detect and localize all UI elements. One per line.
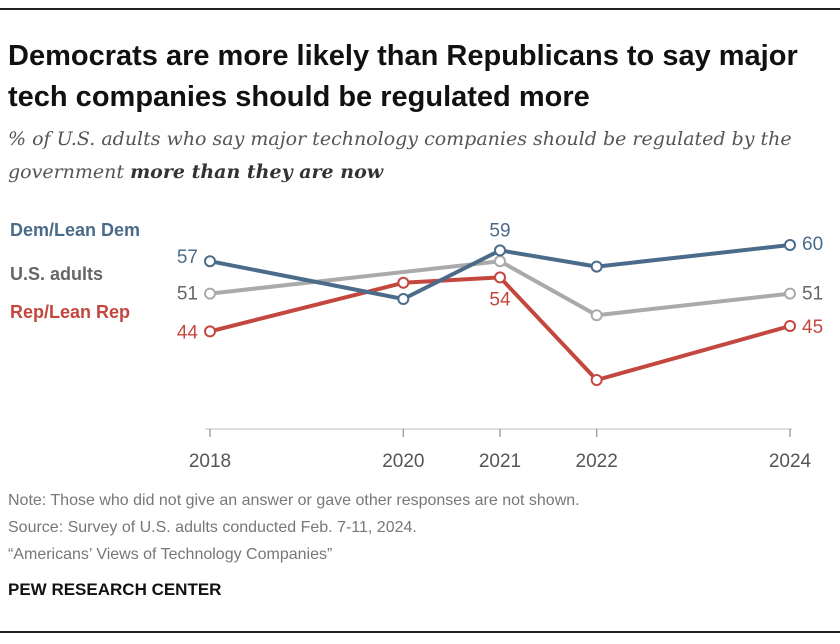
data-label: 59 xyxy=(489,220,510,241)
data-point xyxy=(590,309,603,322)
bottom-rule xyxy=(0,631,840,633)
line-chart: 2018 2020 2021 2022 2024 57 59 60 51 51 44 54 45 Dem/… xyxy=(10,220,823,472)
note-text: Note: Those who did not give an answer o… xyxy=(8,492,580,509)
data-point xyxy=(590,260,603,273)
x-tick-label: 2022 xyxy=(576,451,618,472)
top-rule xyxy=(0,8,840,10)
data-point xyxy=(204,255,216,268)
data-point xyxy=(397,293,410,305)
data-label: 44 xyxy=(177,322,199,343)
data-point xyxy=(494,255,506,268)
data-point xyxy=(204,287,216,300)
x-tick-label: 2018 xyxy=(189,451,231,472)
series-line xyxy=(209,259,791,318)
data-point xyxy=(784,287,796,300)
data-label: 45 xyxy=(802,317,823,338)
x-tick-label: 2021 xyxy=(479,451,521,472)
data-point xyxy=(784,239,796,251)
subtitle-emphasis: more than they are now xyxy=(130,161,384,183)
data-label: 51 xyxy=(802,284,823,305)
source-text: Source: Survey of U.S. adults conducted … xyxy=(8,519,417,536)
legend-label: U.S. adults xyxy=(10,264,103,284)
data-point xyxy=(494,271,506,284)
chart-notes: Note: Those who did not give an answer o… xyxy=(8,487,580,568)
footer-brand: PEW RESEARCH CENTER xyxy=(8,580,222,599)
subtitle-text: % of U.S. adults who say major technolog… xyxy=(8,128,792,183)
data-point xyxy=(204,325,216,338)
legend-label: Dem/Lean Dem xyxy=(10,220,140,240)
x-tick-label: 2024 xyxy=(769,451,812,472)
data-label: 60 xyxy=(802,234,823,255)
data-label: 54 xyxy=(489,289,511,310)
data-point xyxy=(397,276,410,289)
chart-subtitle: % of U.S. adults who say major technolog… xyxy=(8,123,833,189)
data-point xyxy=(784,320,796,332)
legend-label: Rep/Lean Rep xyxy=(10,302,130,322)
data-label: 57 xyxy=(177,247,198,268)
data-label: 51 xyxy=(177,284,198,305)
data-point xyxy=(590,374,603,386)
data-point xyxy=(494,244,506,257)
x-tick-label: 2020 xyxy=(382,451,424,472)
report-title: “Americans’ Views of Technology Companie… xyxy=(8,546,333,563)
chart-title: Democrats are more likely than Republica… xyxy=(8,40,798,113)
